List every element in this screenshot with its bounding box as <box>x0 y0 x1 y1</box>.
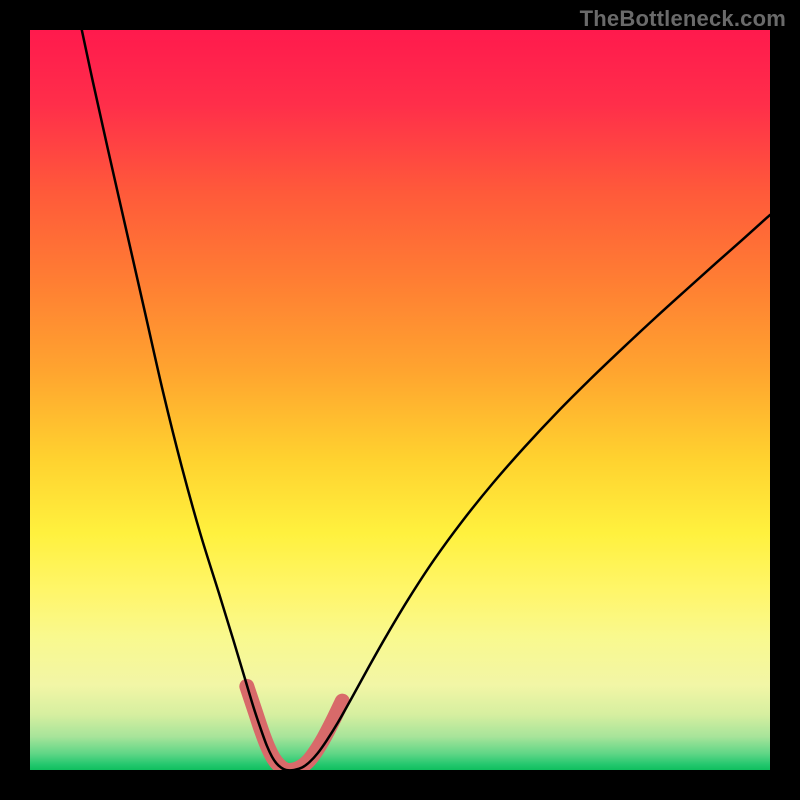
watermark-text: TheBottleneck.com <box>580 6 786 32</box>
plot-area <box>30 30 770 770</box>
plot-svg <box>30 30 770 770</box>
chart-frame: TheBottleneck.com <box>0 0 800 800</box>
gradient-background <box>30 30 770 770</box>
